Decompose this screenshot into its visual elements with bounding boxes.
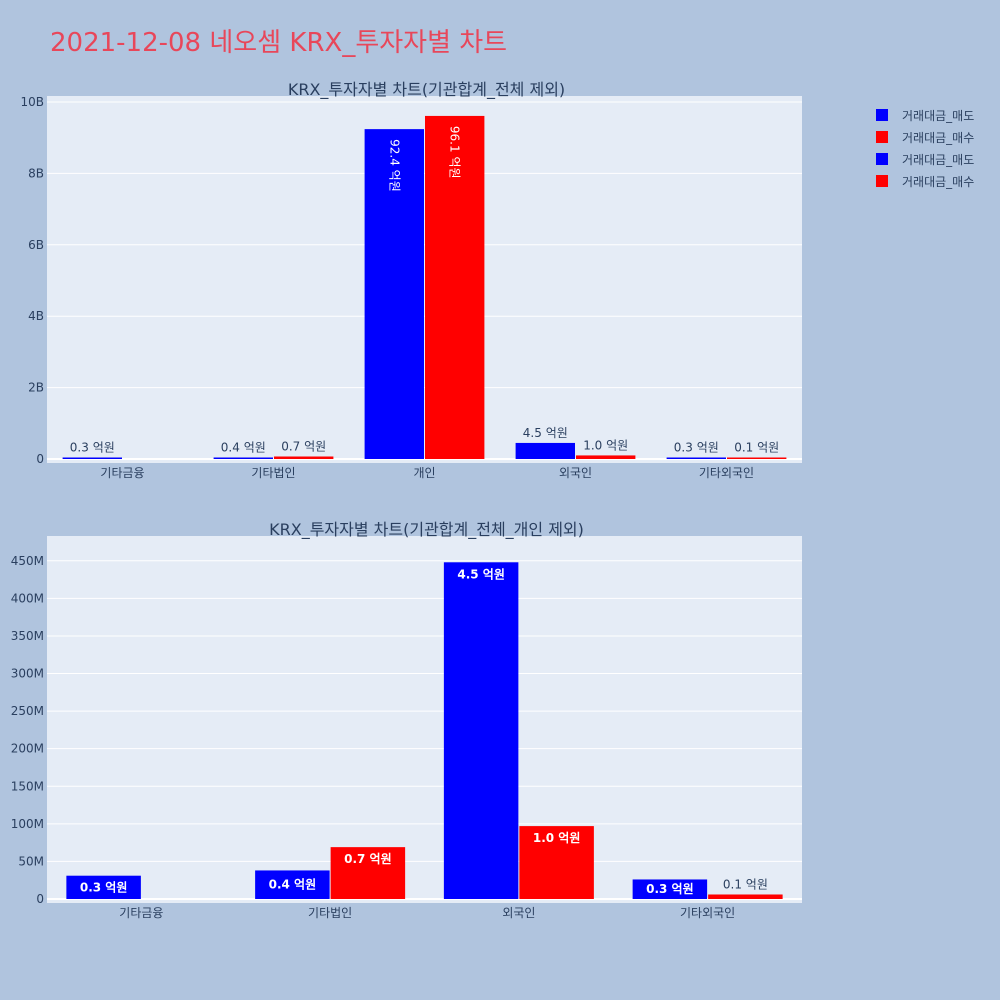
data-label: 96.1 억원 (448, 126, 462, 179)
y-tick-label: 10B (20, 95, 44, 109)
data-label: 92.4 억원 (387, 139, 401, 192)
data-label: 0.3 억원 (674, 441, 719, 455)
y-tick-label: 100M (11, 817, 44, 831)
x-tick-label: 기타법인 (308, 906, 352, 920)
y-tick-label: 0 (36, 892, 44, 906)
y-tick-label: 350M (11, 629, 44, 643)
legend-swatch (876, 109, 888, 121)
data-label: 0.7 억원 (281, 440, 326, 454)
plot-area-1 (47, 96, 802, 463)
bar-sell (443, 562, 519, 899)
data-label: 0.3 억원 (646, 882, 694, 896)
bar-sell (364, 129, 424, 459)
bar-sell (62, 457, 122, 459)
legend-swatch (876, 131, 888, 143)
y-tick-label: 300M (11, 667, 44, 681)
data-label: 4.5 억원 (523, 426, 568, 440)
legend-label: 거래대금_매도 (902, 152, 975, 167)
legend-swatch (876, 153, 888, 165)
bar-sell (213, 457, 273, 459)
y-tick-label: 400M (11, 591, 44, 605)
bar-buy (708, 894, 783, 899)
legend-label: 거래대금_매수 (902, 130, 975, 145)
legend: 거래대금_매도 거래대금_매수 거래대금_매도 거래대금_매수 (870, 104, 974, 192)
chart-title-2: KRX_투자자별 차트(기관합계_전체_개인 제외) (269, 520, 584, 540)
y-tick-label: 4B (28, 309, 44, 323)
y-tick-label: 2B (28, 381, 44, 395)
y-tick-label: 450M (11, 554, 44, 568)
legend-item-sell-2[interactable]: 거래대금_매도 (870, 148, 974, 170)
chart-title-1: KRX_투자자별 차트(기관합계_전체 제외) (288, 80, 565, 100)
data-label: 0.3 억원 (70, 441, 115, 455)
bar-buy (425, 115, 485, 459)
data-label: 0.3 억원 (80, 880, 128, 894)
y-tick-label: 8B (28, 166, 44, 180)
x-tick-label: 기타외국인 (680, 906, 735, 920)
legend-label: 거래대금_매수 (902, 174, 975, 189)
legend-item-sell-1[interactable]: 거래대금_매도 (870, 104, 974, 126)
bar-buy (519, 826, 594, 899)
data-label: 0.1 억원 (734, 441, 779, 455)
data-label: 0.4 억원 (221, 441, 266, 455)
plot-area-2 (47, 536, 802, 903)
y-tick-label: 50M (18, 854, 44, 868)
x-tick-label: 기타법인 (251, 466, 295, 480)
bar-sell (515, 442, 575, 459)
y-tick-label: 0 (36, 452, 44, 466)
bar-buy (330, 847, 406, 899)
data-label: 0.1 억원 (723, 877, 768, 891)
y-tick-label: 150M (11, 779, 44, 793)
x-tick-label: 기타외국인 (699, 466, 754, 480)
data-label: 1.0 억원 (533, 831, 581, 845)
bar-buy (576, 455, 636, 459)
x-tick-label: 외국인 (502, 906, 535, 920)
y-tick-label: 250M (11, 704, 44, 718)
legend-item-buy-1[interactable]: 거래대금_매수 (870, 126, 974, 148)
legend-swatch (876, 175, 888, 187)
data-label: 0.4 억원 (269, 878, 317, 892)
x-tick-label: 기타금융 (119, 906, 163, 920)
legend-label: 거래대금_매도 (902, 108, 975, 123)
bar-buy (727, 457, 787, 459)
data-label: 0.7 억원 (344, 852, 392, 866)
x-tick-label: 외국인 (559, 466, 592, 480)
y-tick-label: 6B (28, 238, 44, 252)
bar-sell (66, 875, 141, 899)
bar-sell (255, 870, 330, 899)
data-label: 4.5 억원 (457, 567, 505, 581)
page-title: 2021-12-08 네오셈 KRX_투자자별 차트 (50, 28, 508, 58)
data-label: 1.0 억원 (583, 438, 628, 452)
x-tick-label: 기타금융 (100, 466, 144, 480)
x-tick-label: 개인 (413, 466, 435, 480)
legend-item-buy-2[interactable]: 거래대금_매수 (870, 170, 974, 192)
bar-sell (632, 879, 708, 899)
bar-sell (666, 457, 726, 459)
bar-buy (274, 456, 334, 459)
y-tick-label: 200M (11, 742, 44, 756)
